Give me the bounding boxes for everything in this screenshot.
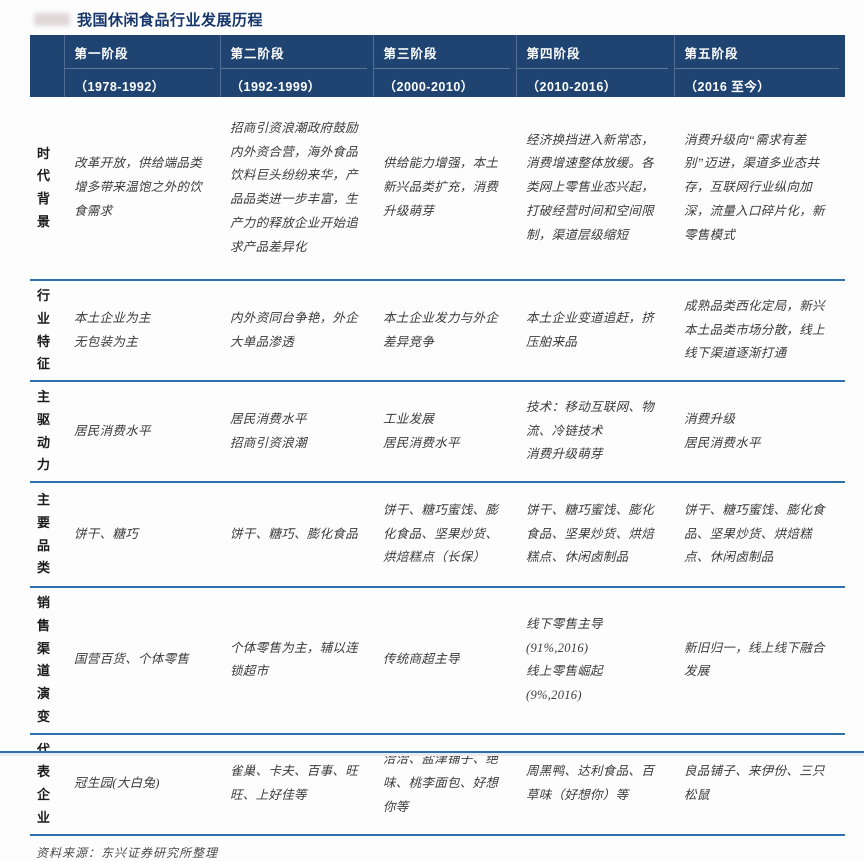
header-stage-1: 第一阶段 （1978-1992）	[63, 35, 220, 97]
figure-title: 我国休闲食品行业发展历程	[77, 12, 264, 29]
header-stage-4: 第四阶段 （2010-2016）	[515, 35, 674, 97]
stage-name: 第四阶段	[516, 35, 668, 69]
header-stage-3: 第三阶段 （2000-2010）	[372, 35, 516, 97]
table-cell: 招商引资浪潮政府鼓励内外资合营，海外食品饮料巨头纷纷来华，产品品类进一步丰富，生…	[230, 120, 359, 254]
table-cell: 供给能力增强，本土新兴品类扩充，消费升级萌芽	[383, 156, 499, 218]
table-cell: 内外资同台争艳，外企大单品渗透	[230, 310, 359, 349]
row-label: 销售渠道演变	[37, 595, 51, 724]
table-row-industry-traits: 行业特征 本土企业为主 无包装为主 内外资同台争艳，外企大单品渗透 本土企业发力…	[30, 280, 845, 381]
table-cell: 个体零售为主，辅以连锁超市	[230, 640, 359, 679]
row-label: 主驱动力	[37, 389, 51, 473]
table-row-era-background: 时代背景 改革开放，供给端品类增多带来温饱之外的饮食需求 招商引资浪潮政府鼓励内…	[30, 97, 845, 280]
table-cell: 国营百货、个体零售	[74, 652, 190, 667]
table-cell: 本土企业发力与外企差异竞争	[383, 310, 499, 349]
table-row-main-categories: 主要品类 饼干、糖巧 饼干、糖巧、膨化食品 饼干、糖巧蜜饯、膨化食品、坚果炒货、…	[30, 482, 845, 587]
header-corner-cell	[30, 35, 64, 97]
table-cell: 消费升级向“需求有差别”迈进，渠道多业态共存，互联网行业纵向加深，流量入口碎片化…	[684, 132, 825, 242]
figure-title-row: 我国休闲食品行业发展历程	[0, 0, 864, 35]
row-label: 代表企业	[37, 741, 51, 825]
stage-period: （2000-2010）	[383, 80, 474, 94]
table-header-row: 第一阶段 （1978-1992） 第二阶段 （1992-1999） 第三阶段 （…	[30, 35, 845, 97]
header-stage-5: 第五阶段 （2016 至今）	[673, 35, 845, 97]
stage-name: 第五阶段	[674, 35, 839, 69]
table-cell: 经济换挡进入新常态，消费增速整体放缓。各类网上零售业态兴起，打破经营时间和空间限…	[526, 132, 655, 242]
table-cell: 技术：移动互联网、物流、冷链技术 消费升级萌芽	[526, 399, 655, 462]
stage-name: 第三阶段	[373, 35, 510, 69]
source-note: 资料来源：东兴证券研究所整理	[36, 845, 219, 860]
table-cell: 冠生园(大白兔)	[74, 776, 160, 791]
table-cell: 新旧归一，线上线下融合发展	[684, 640, 825, 679]
table-row-sales-channels: 销售渠道演变 国营百货、个体零售 个体零售为主，辅以连锁超市 传统商超主导 线下…	[30, 587, 845, 734]
stage-period: （2010-2016）	[526, 80, 617, 94]
bottom-strip	[0, 753, 864, 756]
table-cell: 饼干、糖巧蜜饯、膨化食品、坚果炒货、烘焙糕点、休闲卤制品	[684, 502, 825, 565]
table-cell: 饼干、糖巧	[74, 526, 139, 541]
redacted-figure-number	[34, 13, 70, 26]
table-cell: 线下零售主导 (91%,2016) 线上零售崛起 (9%,2016)	[526, 616, 603, 702]
stage-name: 第一阶段	[64, 35, 214, 69]
table-cell: 工业发展 居民消费水平	[383, 411, 460, 450]
table-cell: 消费升级 居民消费水平	[684, 411, 761, 450]
table-cell: 本土企业变道追赶，挤压舶来品	[526, 310, 655, 349]
table-cell: 本土企业为主 无包装为主	[74, 310, 151, 349]
table-cell: 成熟品类西化定局，新兴本土品类市场分散，线上线下渠道逐渐打通	[684, 298, 825, 361]
row-label: 时代背景	[37, 145, 51, 229]
industry-development-table: 第一阶段 （1978-1992） 第二阶段 （1992-1999） 第三阶段 （…	[30, 35, 845, 836]
table-cell: 饼干、糖巧蜜饯、膨化食品、坚果炒货、烘焙糕点、休闲卤制品	[526, 502, 655, 565]
row-label: 主要品类	[37, 492, 51, 576]
stage-name: 第二阶段	[220, 35, 367, 69]
table-row-representative-companies: 代表企业 冠生园(大白兔) 雀巢、卡夫、百事、旺旺、上好佳等 洽洽、盐津铺子、绝…	[30, 734, 845, 835]
row-label: 行业特征	[37, 288, 51, 372]
header-stage-2: 第二阶段 （1992-1999）	[219, 35, 373, 97]
table-cell: 饼干、糖巧蜜饯、膨化食品、坚果炒货、烘焙糕点（长保）	[383, 502, 499, 565]
table-cell: 居民消费水平	[74, 423, 151, 438]
table-cell: 洽洽、盐津铺子、绝味、桃李面包、好想你等	[383, 752, 499, 814]
table-cell: 雀巢、卡夫、百事、旺旺、上好佳等	[230, 764, 359, 802]
stage-period: （1992-1999）	[230, 80, 321, 94]
table-cell: 改革开放，供给端品类增多带来温饱之外的饮食需求	[74, 156, 203, 218]
table-cell: 饼干、糖巧、膨化食品	[230, 526, 359, 541]
table-cell: 周黑鸭、达利食品、百草味（好想你）等	[526, 764, 655, 802]
table-cell: 良品铺子、来伊份、三只松鼠	[684, 764, 825, 802]
table-cell: 传统商超主导	[383, 652, 460, 667]
stage-period: （2016 至今）	[684, 80, 771, 94]
bottom-divider	[0, 751, 864, 753]
table-row-main-drivers: 主驱动力 居民消费水平 居民消费水平 招商引资浪潮 工业发展 居民消费水平 技术…	[30, 381, 845, 482]
table-cell: 居民消费水平 招商引资浪潮	[230, 411, 307, 450]
stage-period: （1978-1992）	[74, 80, 165, 94]
